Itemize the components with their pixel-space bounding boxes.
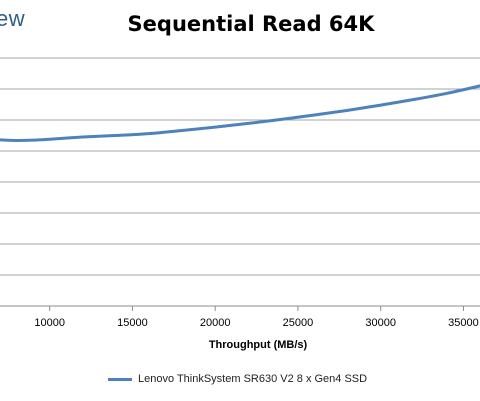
brand-logo-fragment: ew: [0, 6, 26, 31]
x-tick-label: 20000: [200, 317, 231, 329]
x-tick-label: 10000: [34, 317, 65, 329]
chart-legend: Lenovo ThinkSystem SR630 V2 8 x Gen4 SSD: [108, 373, 367, 385]
x-tick-label: 25000: [283, 317, 314, 329]
x-axis-title: Throughput (MB/s): [209, 339, 308, 351]
chart-title: Sequential Read 64K: [127, 12, 375, 36]
x-tick-label: 15000: [117, 317, 148, 329]
x-tick-label: 30000: [365, 317, 396, 329]
series-line: [0, 84, 480, 142]
x-tick-label: 35000: [448, 317, 479, 329]
legend-label: Lenovo ThinkSystem SR630 V2 8 x Gen4 SSD: [138, 373, 368, 385]
legend-swatch: [108, 377, 132, 381]
